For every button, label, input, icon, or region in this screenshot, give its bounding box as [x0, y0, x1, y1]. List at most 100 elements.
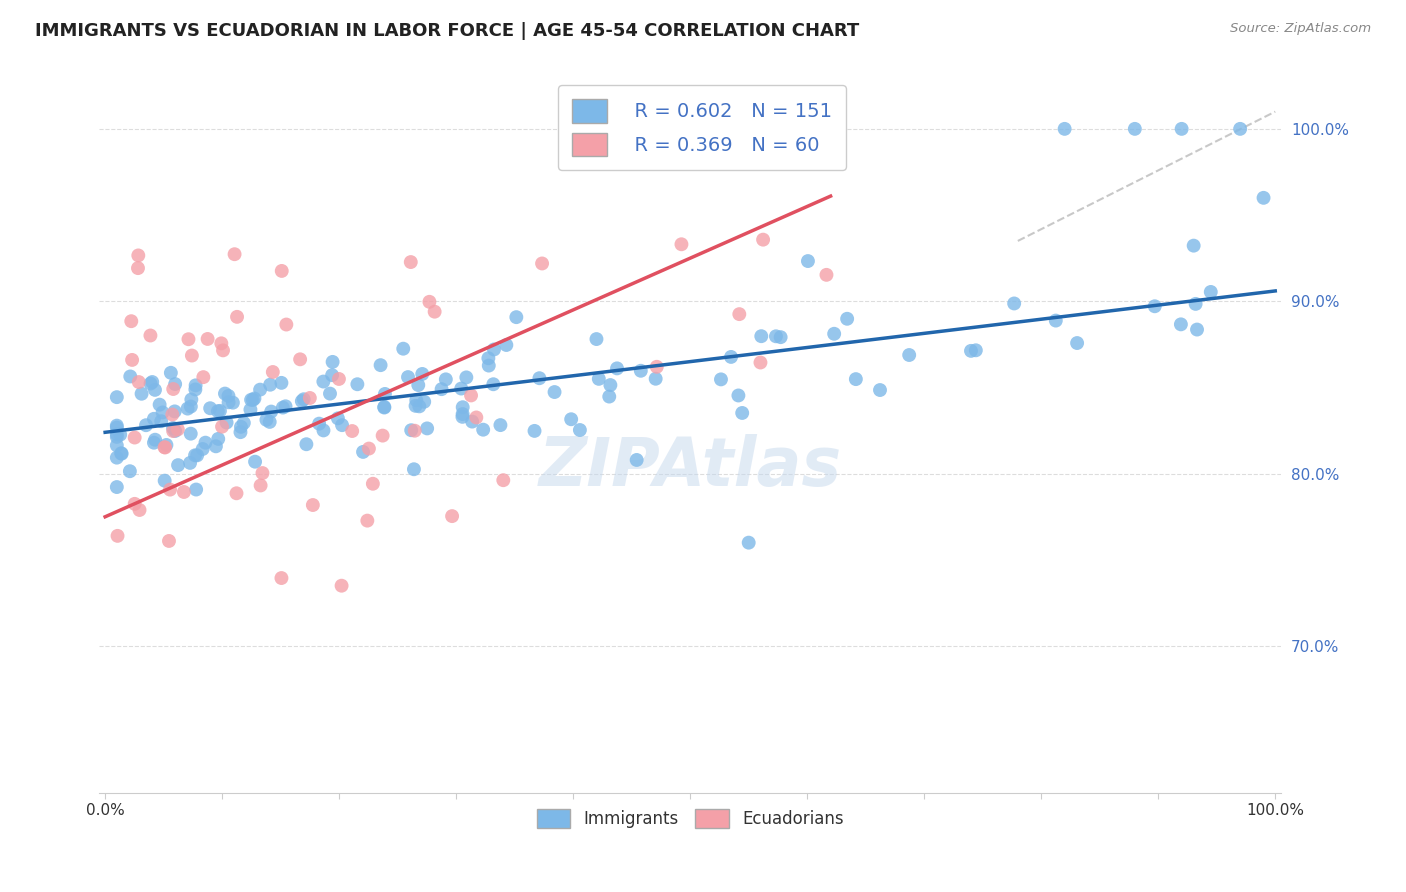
Point — [120, 314, 142, 328]
Point — [127, 261, 149, 276]
Point — [405, 393, 427, 408]
Point — [208, 404, 231, 418]
Point — [249, 478, 271, 492]
Point — [276, 318, 298, 332]
Point — [340, 424, 363, 438]
Point — [180, 349, 202, 363]
Point — [162, 382, 184, 396]
Point — [212, 343, 235, 358]
Point — [142, 412, 165, 426]
Point — [128, 375, 150, 389]
Point — [121, 352, 143, 367]
Point — [477, 351, 499, 366]
Point — [797, 254, 820, 268]
Point — [184, 378, 207, 392]
Point — [406, 378, 429, 392]
Point — [180, 392, 202, 407]
Point — [179, 456, 201, 470]
Point — [142, 435, 165, 450]
Point — [823, 326, 845, 341]
Point — [165, 424, 187, 438]
Point — [731, 406, 754, 420]
Point — [295, 437, 318, 451]
Point — [482, 343, 505, 357]
Point — [330, 579, 353, 593]
Text: ZIPAtlas: ZIPAtlas — [538, 434, 842, 500]
Point — [105, 418, 128, 433]
Point — [291, 394, 314, 409]
Point — [105, 427, 128, 442]
Point — [166, 422, 188, 436]
Point — [184, 448, 207, 462]
Point — [186, 448, 208, 462]
Point — [215, 416, 238, 430]
Point — [107, 529, 129, 543]
Point — [837, 311, 859, 326]
Point — [149, 398, 172, 412]
Point — [159, 483, 181, 497]
Point — [543, 385, 565, 400]
Point — [288, 352, 311, 367]
Point — [630, 364, 652, 378]
Point — [598, 390, 620, 404]
Point — [225, 486, 247, 500]
Point — [274, 399, 297, 413]
Point — [262, 365, 284, 379]
Point — [588, 372, 610, 386]
Point — [108, 427, 131, 442]
Point — [399, 423, 422, 437]
Point — [118, 464, 141, 478]
Point — [180, 400, 202, 414]
Point — [150, 414, 173, 428]
Point — [373, 400, 395, 414]
Point — [254, 413, 277, 427]
Point — [111, 447, 134, 461]
Point — [226, 310, 249, 324]
Text: Source: ZipAtlas.com: Source: ZipAtlas.com — [1230, 22, 1371, 36]
Point — [193, 370, 215, 384]
Point — [322, 355, 344, 369]
Point — [128, 503, 150, 517]
Point — [371, 428, 394, 442]
Text: IMMIGRANTS VS ECUADORIAN IN LABOR FORCE | AGE 45-54 CORRELATION CHART: IMMIGRANTS VS ECUADORIAN IN LABOR FORCE … — [35, 22, 859, 40]
Point — [271, 401, 294, 415]
Point — [531, 256, 554, 270]
Point — [139, 376, 162, 391]
Point — [869, 383, 891, 397]
Point — [492, 473, 515, 487]
Point — [124, 431, 146, 445]
Point — [173, 485, 195, 500]
Point — [495, 338, 517, 352]
Point — [249, 383, 271, 397]
Point — [568, 423, 591, 437]
Point — [489, 418, 512, 433]
Point — [217, 389, 239, 403]
Point — [408, 400, 430, 414]
Point — [411, 367, 433, 381]
Point — [644, 372, 666, 386]
Point — [529, 371, 551, 385]
Point — [402, 462, 425, 476]
Point — [1170, 121, 1192, 136]
Point — [465, 410, 488, 425]
Point — [330, 418, 353, 433]
Point — [292, 392, 315, 407]
Point — [162, 408, 184, 422]
Point — [1253, 191, 1275, 205]
Point — [243, 455, 266, 469]
Point — [752, 233, 775, 247]
Point — [186, 483, 208, 497]
Point — [298, 391, 321, 405]
Point — [461, 415, 484, 429]
Point — [1053, 121, 1076, 136]
Point — [1182, 238, 1205, 252]
Point — [224, 247, 246, 261]
Point — [845, 372, 868, 386]
Point — [167, 458, 190, 472]
Point — [105, 420, 128, 434]
Point — [710, 372, 733, 386]
Point — [505, 310, 527, 325]
Point — [451, 407, 474, 421]
Point — [105, 480, 128, 494]
Point — [302, 498, 325, 512]
